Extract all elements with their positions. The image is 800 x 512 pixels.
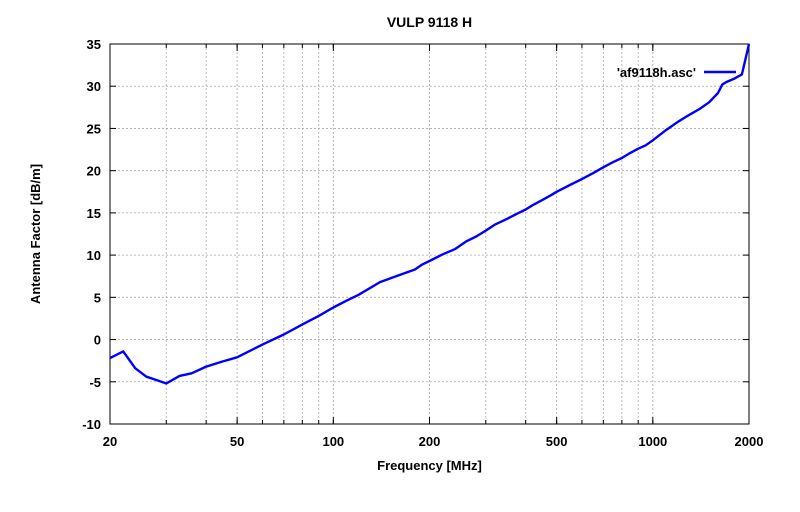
y-tick-label: 10 — [87, 248, 101, 263]
y-tick-label: 0 — [94, 333, 101, 348]
tick-labels: -10 -5 0 5 10 15 20 25 30 35 20 50 100 200 500 1000 2000 — [82, 37, 763, 449]
legend: 'af9118h.asc' — [617, 65, 736, 80]
y-tick-label: -5 — [89, 375, 101, 390]
y-tick-label: 25 — [87, 121, 101, 136]
x-tick-label: 100 — [322, 434, 344, 449]
chart-title: VULP 9118 H — [387, 14, 472, 30]
legend-label: 'af9118h.asc' — [617, 65, 696, 80]
x-tick-label: 200 — [419, 434, 441, 449]
y-tick-label: 30 — [87, 79, 101, 94]
y-tick-label: 15 — [87, 206, 101, 221]
x-tick-label: 1000 — [638, 434, 667, 449]
series-line — [109, 43, 751, 385]
y-tick-label: 5 — [94, 290, 101, 305]
axis-ticks — [109, 43, 750, 425]
y-axis-label: Antenna Factor [dB/m] — [28, 164, 43, 304]
x-tick-label: 50 — [230, 434, 244, 449]
plot-frame — [109, 43, 750, 425]
x-tick-label: 20 — [103, 434, 117, 449]
y-tick-label: 20 — [87, 164, 101, 179]
y-tick-label: 35 — [87, 37, 101, 52]
y-tick-label: -10 — [82, 417, 101, 432]
x-tick-label: 500 — [546, 434, 568, 449]
x-tick-label: 2000 — [735, 434, 764, 449]
grid — [110, 44, 749, 424]
x-axis-label: Frequency [MHz] — [377, 458, 482, 473]
series-layer — [109, 43, 751, 385]
